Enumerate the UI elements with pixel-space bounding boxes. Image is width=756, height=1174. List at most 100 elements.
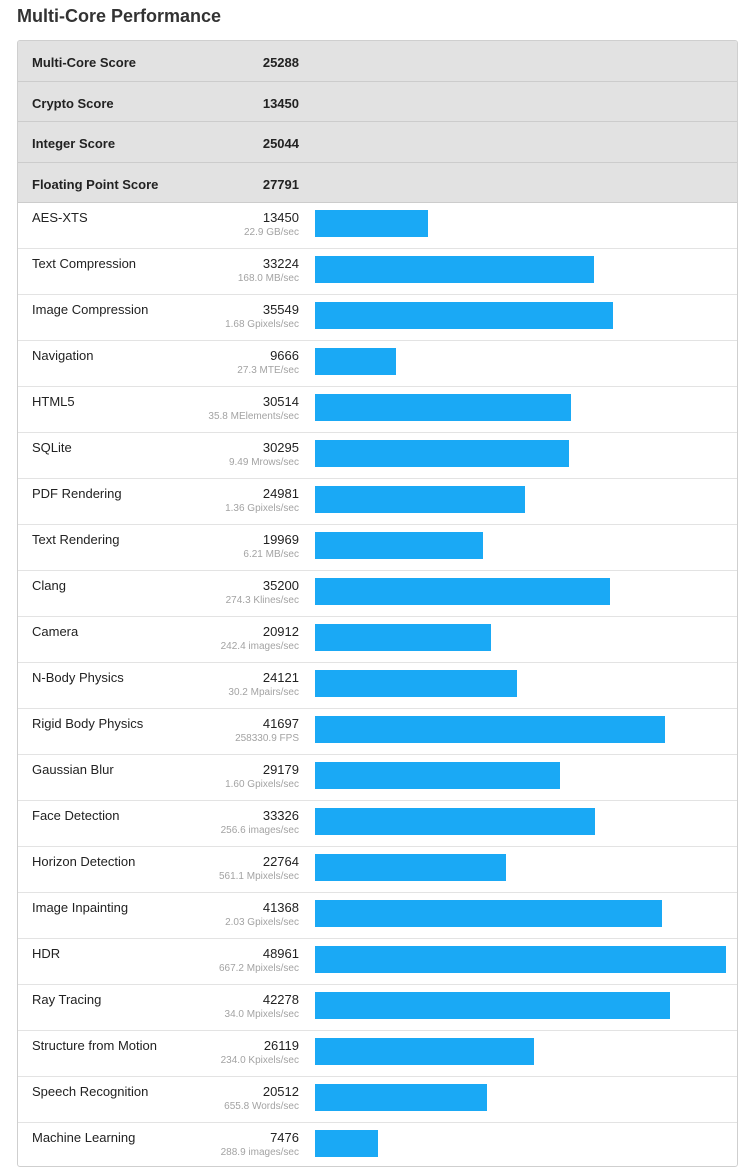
bar-image-inpainting [315,900,662,927]
benchmark-rate: 288.9 images/sec [220,1147,299,1158]
benchmark-score: 48961 [262,946,299,961]
benchmark-name: HTML5 [32,394,75,409]
summary-value: 27791 [262,176,299,192]
benchmark-rate: 27.3 MTE/sec [237,365,299,376]
summary-label: Floating Point Score [32,176,159,192]
bar-ray-tracing [315,992,670,1019]
benchmark-row-text-rendering: Text Rendering 19969 6.21 MB/sec [18,525,737,571]
benchmark-name: Image Compression [32,302,149,317]
summary-value: 25288 [262,55,299,70]
benchmark-name: Speech Recognition [32,1084,149,1099]
benchmark-row-speech-recognition: Speech Recognition 20512 655.8 Words/sec [18,1077,737,1123]
summary-label: Multi-Core Score [32,55,137,70]
benchmark-row-n-body-physics: N-Body Physics 24121 30.2 Mpairs/sec [18,663,737,709]
bar-aes-xts [315,210,428,237]
bar-text-compression [315,256,594,283]
benchmark-section: AES-XTS 13450 22.9 GB/sec Text Compression 3… [18,203,737,1166]
bar-image-compression [315,302,613,329]
benchmark-row-horizon-detection: Horizon Detection 22764 561.1 Mpixels/sec [18,847,737,893]
bar-horizon-detection [315,854,506,881]
benchmark-row-machine-learning: Machine Learning 7476 288.9 images/sec [18,1123,737,1166]
benchmark-row-html5: HTML5 30514 35.8 MElements/sec [18,387,737,433]
bar-html5 [315,394,571,421]
benchmark-rate: 1.36 Gpixels/sec [225,503,299,514]
benchmark-rate: 35.8 MElements/sec [208,411,299,422]
benchmark-score: 7476 [270,1130,299,1145]
benchmark-name: SQLite [32,440,72,455]
benchmark-score: 19969 [262,532,299,547]
summary-row-crypto-score: Crypto Score 13450 [18,81,737,122]
summary-row-floating-point-score: Floating Point Score 27791 [18,162,737,203]
benchmark-name: Camera [32,624,79,639]
benchmark-row-clang: Clang 35200 274.3 Klines/sec [18,571,737,617]
bar-structure-from-motion [315,1038,534,1065]
benchmark-name: Text Rendering [32,532,120,547]
benchmark-name: HDR [32,946,61,961]
bar-gaussian-blur [315,762,560,789]
benchmark-score: 35200 [262,578,299,593]
summary-value: 13450 [262,95,299,111]
results-table: Multi-Core Score 25288 Crypto Score 13450 In… [17,40,738,1167]
benchmark-name: Image Inpainting [32,900,129,915]
benchmark-rate: 234.0 Kpixels/sec [220,1055,299,1066]
benchmark-rate: 2.03 Gpixels/sec [225,917,299,928]
bar-rigid-body-physics [315,716,665,743]
benchmark-score: 26119 [263,1038,299,1053]
summary-row-integer-score: Integer Score 25044 [18,122,737,163]
benchmark-name: Face Detection [32,808,120,823]
benchmark-score: 20912 [262,624,299,639]
benchmark-rate: 168.0 MB/sec [237,273,299,284]
benchmark-rate: 667.2 Mpixels/sec [218,963,299,974]
benchmark-rate: 6.21 MB/sec [243,549,299,560]
summary-value: 25044 [262,136,299,151]
benchmark-score: 20512 [262,1084,299,1099]
summary-label: Crypto Score [32,95,114,111]
bar-hdr [315,946,726,973]
benchmark-score: 22764 [262,854,299,869]
benchmark-score: 24981 [262,486,299,501]
benchmark-name: Text Compression [32,256,137,271]
benchmark-rate: 256.6 images/sec [220,825,299,836]
benchmark-row-camera: Camera 20912 242.4 images/sec [18,617,737,663]
benchmark-name: Gaussian Blur [32,762,114,777]
bar-machine-learning [315,1130,378,1157]
benchmark-rate: 30.2 Mpairs/sec [228,687,299,698]
benchmark-score: 33326 [262,808,299,823]
benchmark-row-image-compression: Image Compression 35549 1.68 Gpixels/sec [18,295,737,341]
benchmark-rate: 655.8 Words/sec [224,1101,299,1112]
benchmark-name: Machine Learning [32,1130,136,1145]
benchmark-name: AES-XTS [32,210,88,225]
bar-speech-recognition [315,1084,487,1111]
benchmark-score: 41697 [262,716,299,731]
benchmark-row-rigid-body-physics: Rigid Body Physics 41697 258330.9 FPS [18,709,737,755]
bar-camera [315,624,491,651]
page-title: Multi-Core Performance [17,6,222,26]
benchmark-score: 9666 [270,348,299,363]
benchmark-score: 24121 [262,670,299,685]
benchmark-name: Clang [32,578,66,593]
benchmark-name: Navigation [32,348,94,363]
benchmark-row-aes-xts: AES-XTS 13450 22.9 GB/sec [18,203,737,249]
benchmark-row-face-detection: Face Detection 33326 256.6 images/sec [18,801,737,847]
summary-section: Multi-Core Score 25288 Crypto Score 13450 In… [18,41,737,203]
benchmark-name: PDF Rendering [32,486,122,501]
benchmark-row-ray-tracing: Ray Tracing 42278 34.0 Mpixels/sec [18,985,737,1031]
bar-pdf-rendering [315,486,525,513]
benchmark-name: Horizon Detection [32,854,136,869]
bar-navigation [315,348,396,375]
benchmark-rate: 22.9 GB/sec [243,227,299,238]
benchmark-score: 29179 [262,762,299,777]
benchmark-rate: 274.3 Klines/sec [225,595,299,606]
bar-text-rendering [315,532,483,559]
benchmark-row-text-compression: Text Compression 33224 168.0 MB/sec [18,249,737,295]
bar-clang [315,578,610,605]
benchmark-score: 41368 [262,900,299,915]
benchmark-rate: 1.68 Gpixels/sec [225,319,299,330]
bar-face-detection [315,808,595,835]
benchmark-score: 42278 [262,992,299,1007]
summary-label: Integer Score [32,136,116,151]
bar-sqlite [315,440,569,467]
benchmark-row-hdr: HDR 48961 667.2 Mpixels/sec [18,939,737,985]
benchmark-score: 30295 [262,440,299,455]
benchmark-score: 33224 [262,256,299,271]
